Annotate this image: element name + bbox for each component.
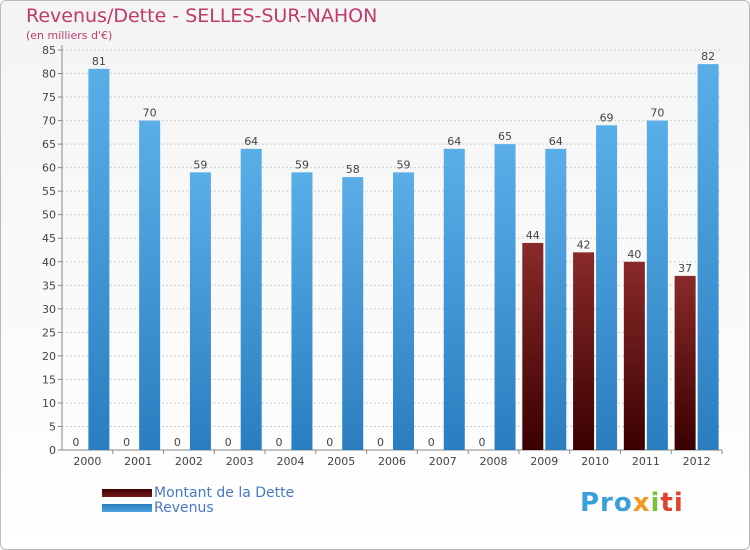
legend-item-revenus: Revenus xyxy=(102,501,294,516)
y-tick-label: 15 xyxy=(42,373,56,386)
data-label-revenus: 81 xyxy=(92,55,106,68)
data-label-dette: 37 xyxy=(678,262,692,275)
y-tick-label: 55 xyxy=(42,185,56,198)
y-tick-label: 85 xyxy=(42,44,56,57)
x-tick-label: 2006 xyxy=(378,455,406,468)
bar-revenus xyxy=(596,125,618,450)
bar-revenus xyxy=(393,172,414,450)
bar-dette xyxy=(674,275,696,450)
x-tick-label: 2007 xyxy=(429,455,457,468)
x-tick-label: 2004 xyxy=(276,455,304,468)
x-tick-label: 2001 xyxy=(124,455,152,468)
x-tick-label: 2010 xyxy=(581,455,609,468)
chart-subtitle: (en milliers d'€) xyxy=(26,29,113,42)
data-label-dette: 0 xyxy=(428,436,435,449)
bar-revenus xyxy=(291,172,313,450)
y-tick-label: 45 xyxy=(42,232,56,245)
bar-dette xyxy=(623,261,645,450)
bar-revenus xyxy=(139,120,161,451)
x-tick-label: 2003 xyxy=(226,455,254,468)
bar-revenus xyxy=(697,64,719,450)
y-tick-label: 40 xyxy=(42,256,56,269)
y-tick-label: 25 xyxy=(42,326,56,339)
y-tick-label: 80 xyxy=(42,68,56,81)
x-tick-label: 2000 xyxy=(73,455,101,468)
legend-swatch-revenus xyxy=(102,504,152,512)
data-label-dette: 0 xyxy=(479,436,486,449)
y-tick-label: 35 xyxy=(42,279,56,292)
data-label-revenus: 58 xyxy=(346,163,360,176)
proxiti-logo: Proxiti xyxy=(580,488,684,518)
data-label-dette: 0 xyxy=(225,436,232,449)
x-tick-label: 2011 xyxy=(632,455,660,468)
x-tick-label: 2012 xyxy=(683,455,711,468)
logo-part-2: x xyxy=(632,488,651,518)
data-label-revenus: 64 xyxy=(244,135,258,148)
data-label-revenus: 70 xyxy=(650,107,664,120)
bar-revenus xyxy=(240,148,262,450)
legend-item-dette: Montant de la Dette xyxy=(102,486,294,501)
data-label-dette: 0 xyxy=(174,436,181,449)
data-label-revenus: 82 xyxy=(701,50,715,63)
bar-revenus xyxy=(545,148,567,450)
bar-revenus xyxy=(88,68,110,450)
data-label-dette: 40 xyxy=(627,248,641,261)
y-tick-label: 60 xyxy=(42,162,56,175)
y-tick-label: 5 xyxy=(49,420,56,433)
logo-part-1: Pro xyxy=(580,488,633,518)
y-tick-label: 0 xyxy=(49,444,56,457)
legend-swatch-dette xyxy=(102,489,152,497)
x-tick-label: 2005 xyxy=(327,455,355,468)
data-label-dette: 0 xyxy=(72,436,79,449)
logo-part-3: i xyxy=(650,488,661,518)
data-label-revenus: 70 xyxy=(143,107,157,120)
y-tick-label: 20 xyxy=(42,350,56,363)
data-label-revenus: 59 xyxy=(295,158,309,171)
y-tick-label: 50 xyxy=(42,209,56,222)
x-tick-label: 2008 xyxy=(480,455,508,468)
bar-revenus xyxy=(443,148,465,450)
data-label-revenus: 65 xyxy=(498,130,512,143)
bar-revenus xyxy=(494,144,516,450)
data-label-revenus: 64 xyxy=(447,135,461,148)
data-label-revenus: 64 xyxy=(549,135,563,148)
legend: Montant de la Dette Revenus xyxy=(102,486,294,516)
data-label-dette: 0 xyxy=(123,436,130,449)
legend-label-dette: Montant de la Dette xyxy=(154,485,295,501)
y-tick-label: 30 xyxy=(42,303,56,316)
data-label-revenus: 69 xyxy=(600,111,614,124)
data-label-dette: 0 xyxy=(326,436,333,449)
data-label-revenus: 59 xyxy=(397,158,411,171)
legend-label-revenus: Revenus xyxy=(154,500,214,516)
bar-revenus xyxy=(189,172,211,450)
bar-revenus xyxy=(342,177,364,450)
y-tick-label: 10 xyxy=(42,397,56,410)
y-tick-label: 70 xyxy=(42,115,56,128)
x-tick-label: 2002 xyxy=(175,455,203,468)
data-label-dette: 42 xyxy=(577,238,591,251)
data-label-dette: 0 xyxy=(377,436,384,449)
data-label-dette: 0 xyxy=(275,436,282,449)
y-tick-label: 65 xyxy=(42,138,56,151)
bar-dette xyxy=(573,252,595,450)
bar-revenus xyxy=(646,120,668,451)
chart-title: Revenus/Dette - SELLES-SUR-NAHON xyxy=(26,5,378,27)
data-label-dette: 44 xyxy=(526,229,540,242)
bar-dette xyxy=(522,242,544,450)
logo-part-4: ti xyxy=(660,488,684,518)
y-tick-label: 75 xyxy=(42,91,56,104)
data-label-revenus: 59 xyxy=(193,158,207,171)
x-tick-label: 2009 xyxy=(530,455,558,468)
